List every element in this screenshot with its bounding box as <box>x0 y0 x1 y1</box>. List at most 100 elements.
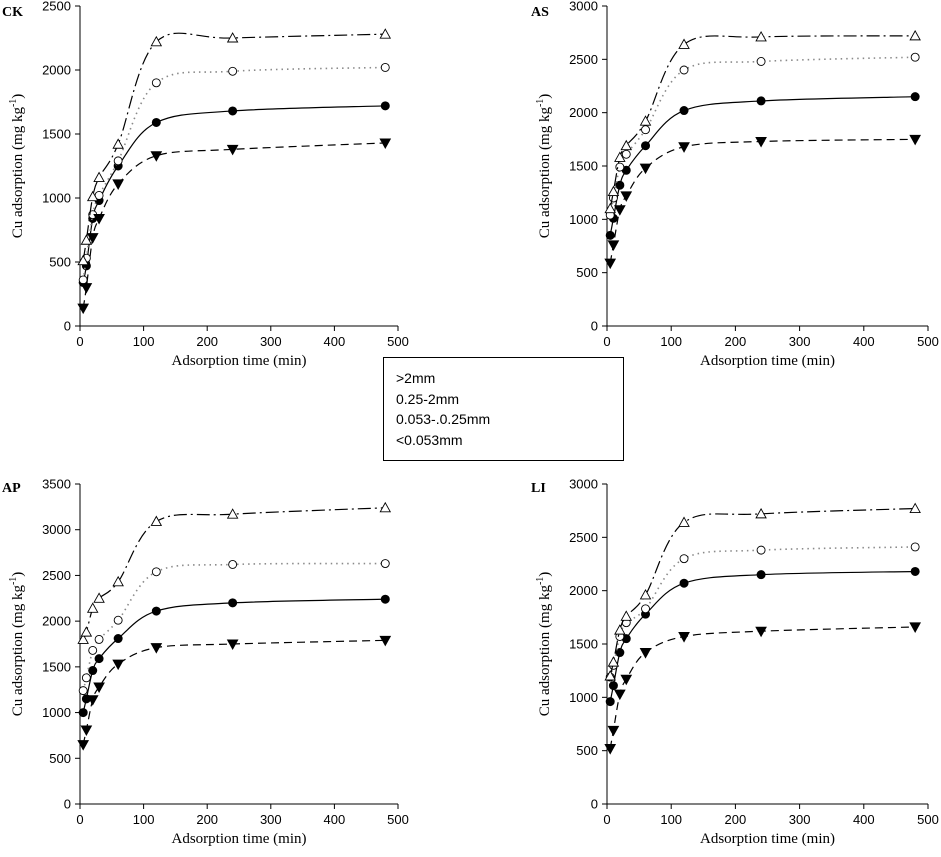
panel-ck-series-0-point <box>380 101 390 111</box>
panel-ap-series-1-point <box>94 634 104 644</box>
panel-as-series-1-point <box>910 52 920 62</box>
panel-ap-x-tick-label: 200 <box>196 812 218 827</box>
panel-ap-series-0-point <box>380 594 390 604</box>
panel-ap-series-2-point <box>150 515 163 526</box>
panel-as-series-3-point <box>678 142 690 153</box>
panel-ap-series-2-point <box>379 501 392 513</box>
legend-box: >2mm 0.25-2mm 0.053-.0.25mm <0.053mm <box>383 357 624 461</box>
panel-li-series-0-point <box>605 697 615 707</box>
panel-ap: AP 0 100 200 300 400 500 0 500 1000 1500 2000 2500 30… <box>2 477 409 848</box>
panel-li-x-tick-label: 300 <box>789 812 811 827</box>
panel-li-y-axis-label-main: Cu adsorption (mg kg <box>537 585 553 717</box>
panel-ck-series-1 <box>78 62 390 285</box>
panel-ap-y-tick-label: 1500 <box>42 659 71 674</box>
panel-ck-x-tick-label: 0 <box>76 334 83 349</box>
panel-ap-series-0-line <box>82 598 386 713</box>
panel-li-series-0 <box>605 566 920 707</box>
panel-ap-series-3-point <box>226 639 239 651</box>
panel-as-series-0 <box>605 92 920 240</box>
panel-as-y-axis-label-main: Cu adsorption (mg kg <box>537 107 553 239</box>
panel-ck-x-tick-label: 400 <box>324 334 346 349</box>
panel-ck-series-3-line <box>82 142 386 309</box>
legend-entry-gt-2mm: >2mm <box>396 370 436 386</box>
panel-ap-y-axis-label-main: Cu adsorption (mg kg <box>10 585 26 717</box>
panel-ck-series-1-point <box>228 66 238 76</box>
panel-li-x-axis-label: Adsorption time (min) <box>700 831 835 847</box>
panel-ck-series-1-point <box>113 156 123 166</box>
panel-ck-x-tick-label: 200 <box>196 334 218 349</box>
panel-ck-series-2 <box>77 28 392 266</box>
panel-ap-series-1-point <box>88 645 98 655</box>
panel-li-series-2-line <box>609 507 916 677</box>
panel-li-series-3-point <box>639 648 652 659</box>
panel-ck-series-2-point <box>80 234 93 245</box>
panel-li-x-tick-label: 100 <box>660 812 682 827</box>
panel-ck-y-tick-label: 1500 <box>42 127 71 142</box>
panel-ap-series-0-point <box>151 606 161 616</box>
panel-ap-y-tick-label: 0 <box>64 797 71 812</box>
panel-ck-x-tick-label: 500 <box>387 334 409 349</box>
panel-ap-series-1-point <box>113 615 123 625</box>
panel-ck-series-3-point <box>93 213 105 225</box>
panel-as-series-0-point <box>605 230 615 240</box>
panel-ap-series-2-point <box>93 592 105 603</box>
panel-ap-series-0 <box>78 594 390 718</box>
panel-as-x-tick-label: 200 <box>725 334 747 349</box>
panel-ck-series-2-point <box>150 35 163 47</box>
panel-li-series-3-point <box>607 725 620 737</box>
panel-ap-series-3-point <box>379 635 392 647</box>
panel-li-series-2 <box>604 502 921 681</box>
panel-ap-series-0-point <box>94 654 104 664</box>
panel-as-series-1-point <box>615 162 625 172</box>
panel-ck-series-3 <box>77 138 392 315</box>
panel-ck-series-2-point <box>226 32 239 43</box>
panel-ap-series-2-point <box>112 575 124 587</box>
panel-li-y-axis-label: Cu adsorption (mg kg-1) <box>535 572 553 717</box>
panel-ap-series-2-point <box>226 508 239 519</box>
panel-as-series-2-point <box>620 139 633 151</box>
panel-ck-y-axis-label-sup: -1 <box>8 99 19 107</box>
panel-ap-series-3-point <box>150 643 163 654</box>
panel-li-series-3-point <box>620 674 633 686</box>
panel-li-series-1 <box>605 542 920 682</box>
legend-entry-0-053-0-25mm: 0.053-.0.25mm <box>396 411 491 427</box>
panel-as-y-axis-label-sup: -1 <box>535 99 546 107</box>
panel-ck-y-tick-label: 1000 <box>42 191 71 206</box>
panel-ck-series-2-point <box>379 28 392 39</box>
panel-ck-series-0 <box>78 101 390 287</box>
panel-ck-y-tick-label: 2500 <box>42 0 71 14</box>
legend-entry-0-25-2mm: 0.25-2mm <box>396 390 460 407</box>
panel-li-series-0-point <box>679 578 689 588</box>
panel-li-series-0-point <box>910 566 920 576</box>
panel-li-series-2-point <box>607 656 620 667</box>
panel-ck-y-axis-label-main: Cu adsorption (mg kg <box>10 107 26 239</box>
panel-li-y-tick-label: 500 <box>576 743 598 758</box>
panel-li-series-1-line <box>609 546 916 678</box>
panel-ap-x-tick-label: 400 <box>324 812 346 827</box>
panel-ap-series-0-point <box>88 666 98 676</box>
panel-li-x-tick-label: 400 <box>853 812 875 827</box>
panel-as-series-0-point <box>679 106 689 116</box>
panel-as: AS 0 100 200 300 400 500 0 500 1000 1500 2000 2500 30… <box>531 0 939 369</box>
panel-ck-y-axis-label: Cu adsorption (mg kg-1) <box>8 94 26 239</box>
panel-ap-y-tick-label: 500 <box>49 751 71 766</box>
panel-as-series-2-point <box>614 151 626 162</box>
panel-ap-series-1-point <box>81 673 91 683</box>
legend-entry-lt-0-053mm: <0.053mm <box>396 431 463 448</box>
panel-ap-series-1-line <box>82 562 386 691</box>
panel-as-series-2-point <box>604 202 616 214</box>
panel-ck-y-axis-label-close: ) <box>10 94 26 99</box>
panel-as-x-tick-label: 100 <box>660 334 682 349</box>
panel-li-y-axis-label-close: ) <box>537 572 553 577</box>
panel-ap-y-tick-label: 2000 <box>42 614 71 629</box>
panel-li-series-2-point <box>755 507 767 519</box>
panel-as-y-tick-label: 2000 <box>569 105 598 120</box>
panel-as-series-0-point <box>756 96 766 106</box>
panel-ck-series-1-point <box>380 62 390 72</box>
panel-as-series-2-point <box>639 115 652 126</box>
panel-as-series-0-line <box>609 96 916 236</box>
panel-li-series-0-line <box>609 570 916 702</box>
panel-as-x-tick-label: 400 <box>853 334 875 349</box>
panel-ap-series-3-point <box>93 682 105 694</box>
